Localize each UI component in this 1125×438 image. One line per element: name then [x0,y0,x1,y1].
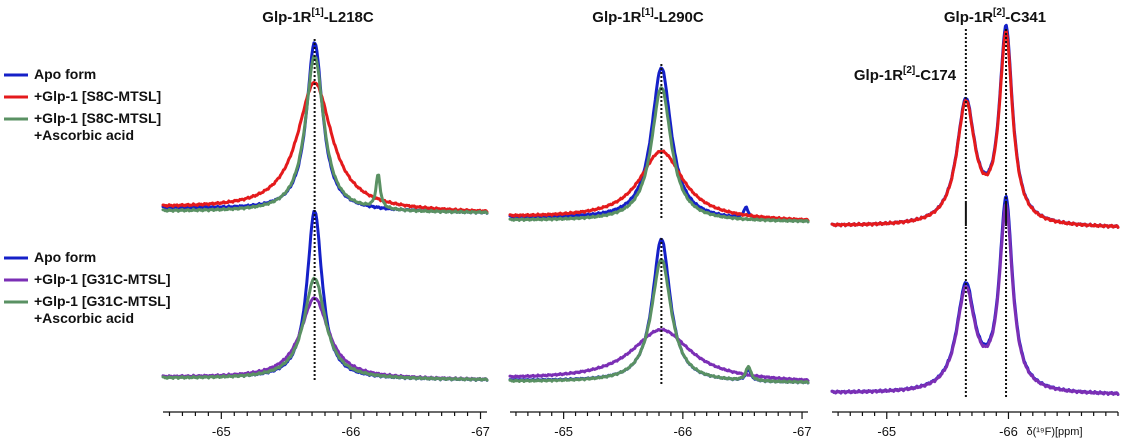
tick-label: -66 [999,424,1018,438]
legend-label: +Glp-1 [G31C-MTSL] [34,293,171,309]
legend-label: +Ascorbic acid [34,127,134,143]
tick-label: -65 [877,424,896,438]
plot-3: Glp-1R[2]-C341 Glp-1R[2]-C174 -65 -66 δ(¹⁹F)… [830,7,1120,438]
legend-label: Apo form [34,66,96,82]
spectrum-line [830,195,1120,396]
tick-label: -65 [554,424,573,438]
legend-label: +Glp-1 [G31C-MTSL] [34,271,171,287]
legend-top: Apo form +Glp-1 [S8C-MTSL] +Glp-1 [S8C-MTS… [4,66,161,143]
legend-label: +Glp-1 [S8C-MTSL] [34,88,161,104]
plot-2: Glp-1R[1]-L290C -65 -66 -67 [508,7,812,438]
spectra-top [830,23,1120,229]
spectra-bottom [161,209,489,382]
spectra-plots: Glp-1R[1]-L218C -65 -66 -67 Glp-1R[1]-L290C -… [161,7,1120,438]
tick-label: -65 [212,424,231,438]
plot-title: Glp-1R[1]-L290C [592,7,704,26]
spectra-bottom [508,237,810,385]
spectrum-line [830,23,1120,229]
spectrum-line [508,258,810,385]
spectrum-line [161,80,489,214]
legend-label: Apo form [34,249,96,265]
tick-label: -67 [793,424,812,438]
spectrum-line [508,149,810,223]
plot-1: Glp-1R[1]-L218C -65 -66 -67 [161,7,490,438]
spectra-top [161,41,489,215]
spectra-top [508,66,810,224]
legend-label: +Ascorbic acid [34,310,134,326]
legends: Apo form +Glp-1 [S8C-MTSL] +Glp-1 [S8C-MTS… [4,66,171,326]
spectrum-line [161,209,489,382]
plot-title: Glp-1R[1]-L218C [262,7,374,26]
spectrum-line [161,54,489,215]
tick-label: -66 [342,424,361,438]
plot-title: Glp-1R[2]-C341 [944,7,1046,26]
spectra-bottom [830,195,1120,396]
tick-label: -66 [673,424,692,438]
spectrum-line [508,327,810,383]
spectrum-line [161,276,489,382]
x-axis-label: δ(¹⁹F)[ppm] [1026,426,1082,438]
peak-annotation: Glp-1R[2]-C174 [854,65,957,84]
legend-label: +Glp-1 [S8C-MTSL] [34,110,161,126]
tick-label: -67 [471,424,490,438]
spectrum-line [830,202,1120,396]
spectrum-line [830,29,1120,229]
legend-bottom: Apo form +Glp-1 [G31C-MTSL] +Glp-1 [G31C-M… [4,249,171,326]
spectrum-line [508,86,810,224]
